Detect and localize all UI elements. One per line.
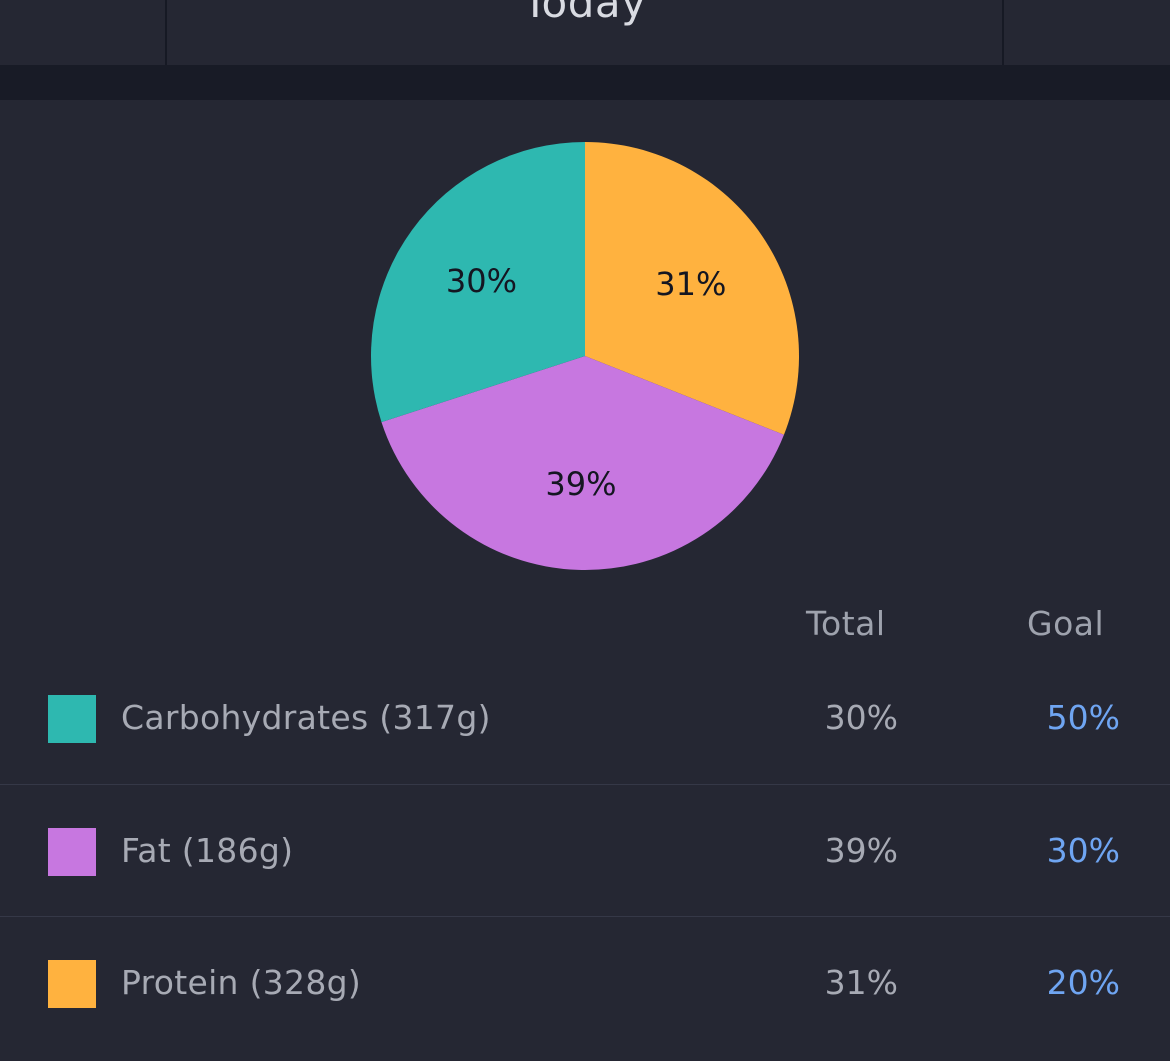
pie-slice-fat — [381, 356, 784, 570]
macro-goal[interactable]: 20% — [1046, 963, 1120, 1002]
macro-total: 39% — [824, 831, 898, 870]
fat-color-swatch — [48, 828, 96, 876]
carbohydrates-color-swatch — [48, 695, 96, 743]
date-navigation-bar: Today — [0, 0, 1170, 65]
total-column-header: Total — [806, 604, 886, 643]
macro-row-protein[interactable]: Protein (328g) 31% 20% — [0, 916, 1170, 1049]
pie-label-carbohydrates: 30% — [446, 262, 517, 300]
macros-pie-chart: 31% 39% 30% — [0, 100, 1170, 590]
pie-slice-carbohydrates — [370, 142, 585, 423]
macro-goal[interactable]: 30% — [1046, 831, 1120, 870]
pie-label-fat: 39% — [545, 465, 616, 503]
pie-label-protein: 31% — [655, 265, 726, 303]
next-day-button[interactable] — [1002, 0, 1170, 65]
date-label: Today — [522, 0, 647, 27]
protein-color-swatch — [48, 960, 96, 1008]
macro-label: Protein (328g) — [121, 963, 362, 1002]
goal-column-header: Goal — [1027, 604, 1105, 643]
date-selector[interactable]: Today — [167, 0, 1002, 65]
pie-chart-svg: 31% 39% 30% — [370, 142, 799, 570]
macro-row-fat[interactable]: Fat (186g) 39% 30% — [0, 784, 1170, 917]
macro-label: Carbohydrates (317g) — [121, 698, 491, 737]
previous-day-button[interactable] — [0, 0, 167, 65]
macro-row-carbohydrates[interactable]: Carbohydrates (317g) 30% 50% — [0, 652, 1170, 784]
macro-label: Fat (186g) — [121, 831, 294, 870]
pie-slice-protein — [585, 142, 799, 435]
macro-total: 30% — [824, 698, 898, 737]
macro-goal[interactable]: 50% — [1046, 698, 1120, 737]
section-divider — [0, 65, 1170, 100]
macro-total: 31% — [824, 963, 898, 1002]
